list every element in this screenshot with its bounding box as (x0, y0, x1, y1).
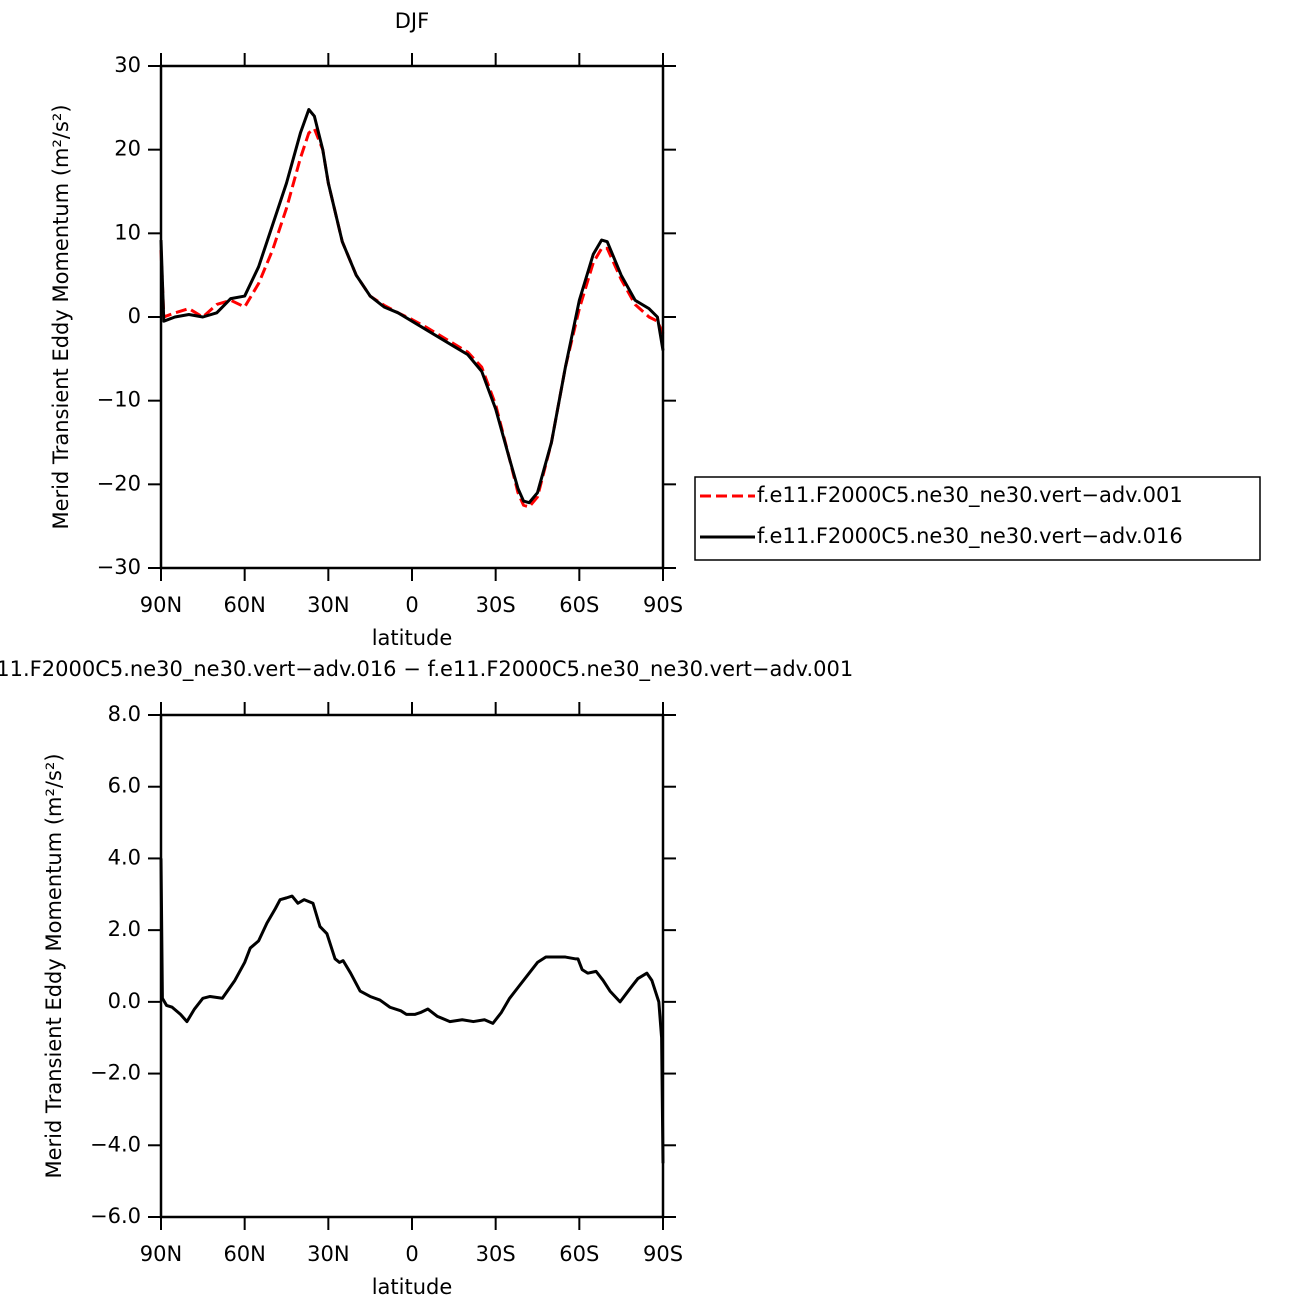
x-tick-label: 90S (643, 1242, 683, 1266)
legend-label: f.e11.F2000C5.ne30_ne30.vert−adv.016 (757, 524, 1183, 549)
y-tick-label: −10 (97, 388, 141, 412)
x-tick-label: 90N (140, 593, 182, 617)
y-tick-label: 20 (114, 137, 141, 161)
y-tick-label: −2.0 (90, 1061, 141, 1085)
x-tick-label: 90N (140, 1242, 182, 1266)
x-axis-label: latitude (372, 1275, 453, 1299)
x-tick-label: 90S (643, 593, 683, 617)
x-tick-label: 0 (405, 1242, 418, 1266)
x-axis-label: latitude (372, 626, 453, 650)
y-tick-label: 6.0 (108, 774, 141, 798)
y-tick-label: 0.0 (108, 989, 141, 1013)
x-tick-label: 30N (307, 593, 349, 617)
y-axis-label: Merid Transient Eddy Momentum (m²/s²) (42, 753, 66, 1178)
x-tick-label: 60S (559, 1242, 599, 1266)
y-axis-label: Merid Transient Eddy Momentum (m²/s²) (49, 104, 73, 529)
x-tick-label: 0 (405, 593, 418, 617)
legend: f.e11.F2000C5.ne30_ne30.vert−adv.001 f.e1… (694, 476, 1261, 561)
data-line (159, 108, 665, 505)
chart-title: f.e11.F2000C5.ne30_ne30.vert−adv.016 − f… (0, 657, 853, 682)
y-tick-label: 10 (114, 220, 141, 244)
plot-frame (159, 64, 665, 570)
plot-frame (159, 713, 665, 1219)
legend-box (694, 476, 1261, 561)
y-tick-label: 4.0 (108, 845, 141, 869)
legend-label: f.e11.F2000C5.ne30_ne30.vert−adv.001 (757, 483, 1183, 508)
x-tick-label: 60N (223, 593, 265, 617)
x-tick-label: 30S (476, 1242, 516, 1266)
y-tick-label: −4.0 (90, 1132, 141, 1156)
y-tick-label: −30 (97, 555, 141, 579)
x-tick-label: 30N (307, 1242, 349, 1266)
data-line (159, 127, 665, 509)
x-tick-label: 30S (476, 593, 516, 617)
y-tick-label: 2.0 (108, 917, 141, 941)
y-tick-label: 30 (114, 53, 141, 77)
y-tick-label: 8.0 (108, 702, 141, 726)
chart-title: DJF (395, 9, 429, 33)
x-tick-label: 60N (223, 1242, 265, 1266)
y-tick-label: 0 (128, 304, 141, 328)
data-line (159, 858, 665, 1164)
x-tick-label: 60S (559, 593, 599, 617)
y-tick-label: −6.0 (90, 1204, 141, 1228)
y-tick-label: −20 (97, 471, 141, 495)
